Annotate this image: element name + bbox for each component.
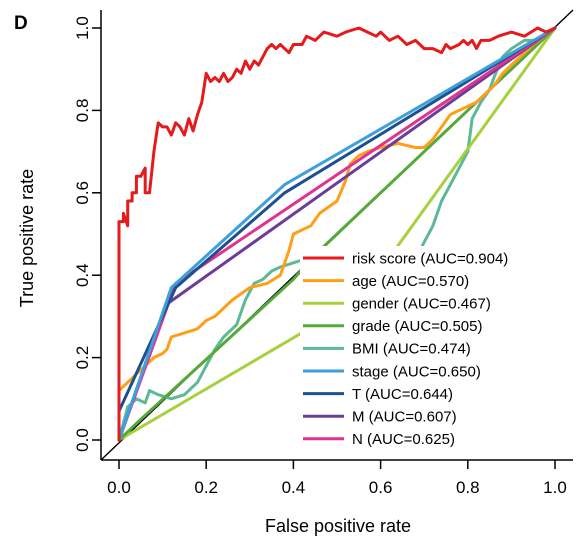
legend: risk score (AUC=0.904) age (AUC=0.570) gen…: [300, 246, 540, 448]
x-axis-title: False positive rate: [265, 516, 411, 536]
x-tick-label: 0.8: [456, 478, 480, 497]
y-axis-title: True positive rate: [17, 169, 37, 307]
x-tick-label: 0.2: [194, 478, 218, 497]
series-line-age: [117, 26, 557, 442]
y-tick-label: 0.8: [73, 99, 92, 123]
x-tick-label: 0.4: [282, 478, 306, 497]
legend-label-t: T (AUC=0.644): [352, 386, 453, 403]
x-tick-label: 1.0: [543, 478, 567, 497]
legend-label-age: age (AUC=0.570): [352, 273, 469, 290]
y-tick-label: 1.0: [73, 16, 92, 40]
x-axis-ticks: 0.0 0.2 0.4 0.6 0.8 1.0: [107, 460, 567, 497]
legend-label-risk-score: risk score (AUC=0.904): [352, 250, 508, 267]
plot-frame: [100, 10, 573, 461]
legend-label-bmi: BMI (AUC=0.474): [352, 341, 471, 358]
legend-label-grade: grade (AUC=0.505): [352, 318, 483, 335]
series-line-stage: [117, 26, 557, 442]
y-tick-label: 0.2: [73, 346, 92, 370]
legend-label-stage: stage (AUC=0.650): [352, 363, 481, 380]
legend-label-n: N (AUC=0.625): [352, 431, 455, 448]
x-tick-label: 0.6: [369, 478, 393, 497]
series-line-risk-score: [117, 26, 557, 442]
x-tick-label: 0.0: [107, 478, 131, 497]
y-axis-ticks: 0.0 0.2 0.4 0.6 0.8 1.0: [73, 16, 101, 452]
y-tick-label: 0.4: [73, 263, 92, 287]
y-tick-label: 0.0: [73, 428, 92, 452]
legend-label-gender: gender (AUC=0.467): [352, 295, 491, 312]
series-line-grade: [117, 26, 557, 442]
y-tick-label: 0.6: [73, 181, 92, 205]
legend-label-m: M (AUC=0.607): [352, 408, 457, 425]
panel-label: D: [14, 13, 28, 34]
